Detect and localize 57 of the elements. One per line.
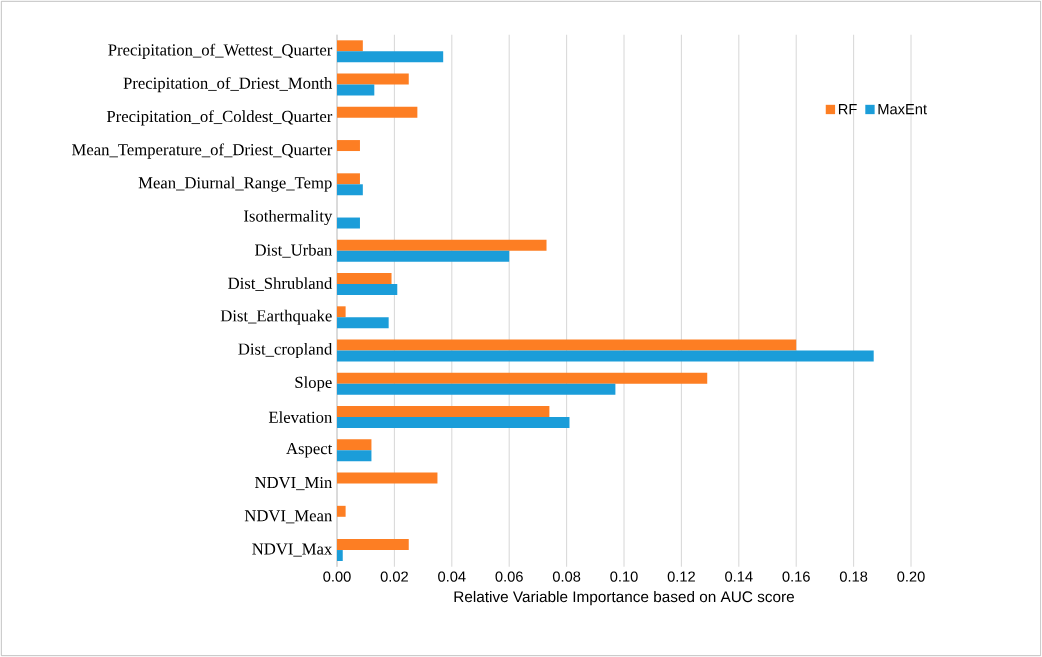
bar — [337, 317, 389, 329]
bar — [337, 250, 510, 262]
bar — [337, 106, 418, 118]
x-tick-label: 0.08 — [552, 571, 581, 582]
y-tick-label: Aspect — [286, 443, 333, 458]
bar — [337, 339, 797, 351]
bar — [337, 383, 616, 395]
bar — [337, 439, 372, 451]
bar — [337, 450, 372, 462]
bar — [337, 306, 346, 318]
x-tick-label: 0.14 — [725, 571, 753, 582]
y-tick-label: Mean_Diurnal_Range_Temp — [138, 176, 332, 192]
y-tick-label: NDVI_Mean — [244, 510, 333, 524]
bar — [337, 173, 360, 185]
y-tick-label: Precipitation_of_Driest_Month — [123, 76, 333, 93]
bar — [337, 184, 363, 196]
bar — [337, 406, 550, 418]
x-tick-label: 0.00 — [323, 571, 351, 582]
bar — [337, 550, 343, 562]
bar — [337, 273, 392, 285]
x-axis-title: Relative Variable Importance based on AUC score — [454, 590, 794, 606]
x-tick-label: 0.06 — [495, 571, 523, 582]
bar — [337, 73, 409, 85]
y-tick-label: Dist_Earthquake — [220, 309, 332, 325]
bar — [337, 239, 547, 251]
bar — [337, 51, 444, 63]
bar — [337, 40, 363, 52]
y-tick-label: Slope — [295, 376, 332, 392]
y-tick-label: Dist_Urban — [255, 243, 333, 258]
bar — [337, 372, 708, 384]
legend-label: MaxEnt — [878, 104, 927, 115]
x-tick-label: 0.16 — [782, 571, 810, 582]
x-tick-label: 0.02 — [380, 571, 408, 582]
y-tick-label: Isothermality — [244, 209, 333, 226]
y-tick-label: Precipitation_of_Coldest_Quarter — [106, 110, 333, 126]
bar — [337, 217, 360, 229]
bar — [337, 140, 360, 152]
bar — [337, 539, 409, 551]
x-tick-label: 0.04 — [438, 571, 466, 582]
x-tick-label: 0.12 — [667, 571, 695, 582]
y-tick-label: Dist_Shrubland — [228, 277, 333, 291]
legend-label: RF — [838, 104, 857, 115]
x-tick-label: 0.10 — [610, 571, 638, 582]
bar — [337, 417, 570, 429]
bar — [337, 505, 346, 517]
y-tick-label: NDVI_Min — [255, 476, 333, 491]
y-tick-label: Elevation — [268, 411, 333, 423]
y-tick-label: Dist_cropland — [238, 342, 333, 359]
x-tick-label: 0.18 — [839, 571, 868, 582]
bar — [337, 84, 375, 96]
bar — [337, 350, 874, 362]
bar — [337, 472, 438, 484]
x-tick-label: 0.20 — [897, 571, 925, 582]
y-tick-label: Precipitation_of_Wettest_Quarter — [108, 43, 333, 59]
bar — [337, 284, 398, 296]
y-tick-label: Mean_Temperature_of_Driest_Quarter — [72, 143, 333, 159]
y-tick-label: NDVI_Max — [252, 543, 333, 557]
